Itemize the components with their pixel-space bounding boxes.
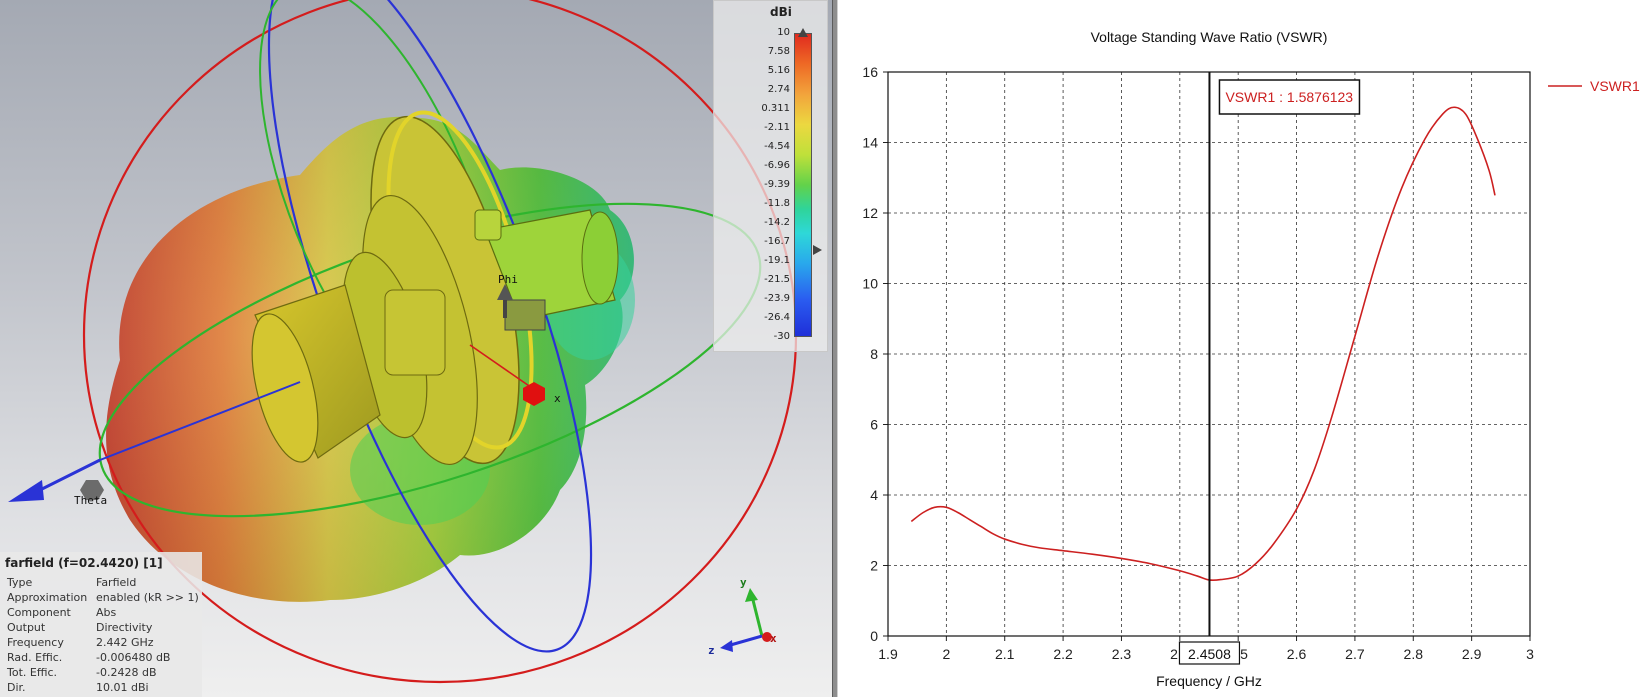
x-axis-arrow: [469, 344, 545, 406]
x-tick-label: 2.7: [1345, 646, 1365, 662]
x-tick-label: 2.3: [1112, 646, 1132, 662]
info-key: Component: [7, 606, 71, 619]
y-tick-label: 10: [862, 276, 878, 292]
colorbar-tick-label: -19.1: [764, 255, 790, 266]
triad-y-label: y: [740, 576, 747, 589]
colorbar-gradient: [794, 33, 812, 337]
legend-label: VSWR1: [1590, 78, 1640, 94]
info-key: Rad. Effic.: [7, 651, 63, 664]
x-tick-label: 3: [1526, 646, 1534, 662]
colorbar-tick-label: 5.16: [767, 65, 790, 76]
x-tick-label: 1.9: [878, 646, 898, 662]
farfield-3d-scene[interactable]: [0, 0, 832, 697]
info-value: -0.006480 dB: [96, 651, 171, 664]
triad-z-label: z: [708, 644, 715, 657]
vswr-series-line: [910, 106, 1496, 582]
info-title: farfield (f=02.4420) [1]: [5, 556, 163, 570]
info-key: Output: [7, 621, 46, 634]
y-tick-label: 6: [870, 417, 878, 433]
chart-title: Voltage Standing Wave Ratio (VSWR): [1091, 29, 1328, 45]
x-tick-label: 2.9: [1462, 646, 1482, 662]
info-value: Directivity: [96, 621, 153, 634]
colorbar-tick-label: -9.39: [764, 179, 790, 190]
colorbar-tick-label: -6.96: [764, 160, 790, 171]
colorbar-tick-label: -23.9: [764, 293, 790, 304]
colorbar-tick-label: 7.58: [767, 46, 790, 57]
info-key: Type: [7, 576, 33, 589]
vswr-chart-panel: Voltage Standing Wave Ratio (VSWR) 1.9 2 2.…: [838, 0, 1652, 697]
marker-x-label-box: [1178, 641, 1241, 665]
info-key: Approximation: [7, 591, 88, 604]
x-axis-label: x: [554, 392, 561, 405]
x-tick-label: 2.8: [1404, 646, 1424, 662]
info-value: Abs: [96, 606, 117, 619]
colorbar-tick-label: 0.311: [761, 103, 790, 114]
colorbar-tick-label: -4.54: [764, 141, 790, 152]
colorbar-max-handle-icon[interactable]: [798, 28, 808, 37]
farfield-3d-viewer[interactable]: Phi Theta x y z x dBi 10 7.58 5.16 2.74 0.31…: [0, 0, 832, 697]
marker-annotation: VSWR1 : 1.5876123: [1225, 89, 1353, 105]
colorbar-tick-label: -14.2: [764, 217, 790, 228]
x-tick-label: 2: [942, 646, 950, 662]
info-value: 10.01 dBi: [96, 681, 149, 694]
info-key: Dir.: [7, 681, 26, 694]
marker-annotation-box: [1218, 79, 1361, 115]
y-tick-label: 4: [870, 487, 878, 503]
info-key: Frequency: [7, 636, 64, 649]
colorbar-tick-label: 10: [777, 27, 790, 38]
y-tick-label: 2: [870, 558, 878, 574]
orientation-triad: [720, 588, 772, 652]
colorbar-tick-label: -21.5: [764, 274, 790, 285]
colorbar-unit: dBi: [770, 5, 792, 19]
x-tick-label: 2.1: [995, 646, 1015, 662]
info-value: enabled (kR >> 1): [96, 591, 199, 604]
panel-splitter[interactable]: [832, 0, 838, 697]
vswr-chart[interactable]: Voltage Standing Wave Ratio (VSWR) 1.9 2 2.…: [838, 0, 1652, 697]
colorbar-tick-label: -16.7: [764, 236, 790, 247]
marker-x-label: 2.4508: [1188, 646, 1231, 662]
colorbar-tick-label: -30: [773, 331, 790, 342]
x-axis-label: Frequency / GHz: [1156, 673, 1262, 689]
theta-axis-label: Theta: [74, 494, 108, 507]
y-tick-label: 8: [870, 346, 878, 362]
colorbar-tick-label: -26.4: [764, 312, 790, 323]
x-tick-label: 2.6: [1287, 646, 1307, 662]
info-key: Tot. Effic.: [7, 666, 58, 679]
x-tick-label: 2.2: [1053, 646, 1073, 662]
info-value: Farfield: [96, 576, 137, 589]
phi-axis-label: Phi: [498, 273, 518, 286]
y-tick-label: 16: [862, 64, 878, 80]
y-tick-label: 14: [862, 135, 878, 151]
colorbar-tick-label: 2.74: [767, 84, 790, 95]
colorbar-tick-label: -11.8: [764, 198, 790, 209]
triad-x-label: x: [770, 632, 777, 645]
info-value: 2.442 GHz: [96, 636, 154, 649]
antenna-model: [99, 110, 619, 466]
info-value: -0.2428 dB: [96, 666, 157, 679]
y-tick-label: 12: [862, 205, 878, 221]
farfield-info-panel: farfield (f=02.4420) [1] Type Farfield App…: [0, 552, 202, 697]
colorbar-tick-label: -2.11: [764, 122, 790, 133]
theta-axis-arrow: [8, 458, 104, 502]
directivity-colorbar: dBi 10 7.58 5.16 2.74 0.311 -2.11 -4.54 -6.96 -9…: [713, 0, 828, 352]
colorbar-threshold-handle-icon[interactable]: [813, 245, 822, 255]
y-tick-label: 0: [870, 628, 878, 644]
phi-axis-arrow: [497, 284, 513, 318]
